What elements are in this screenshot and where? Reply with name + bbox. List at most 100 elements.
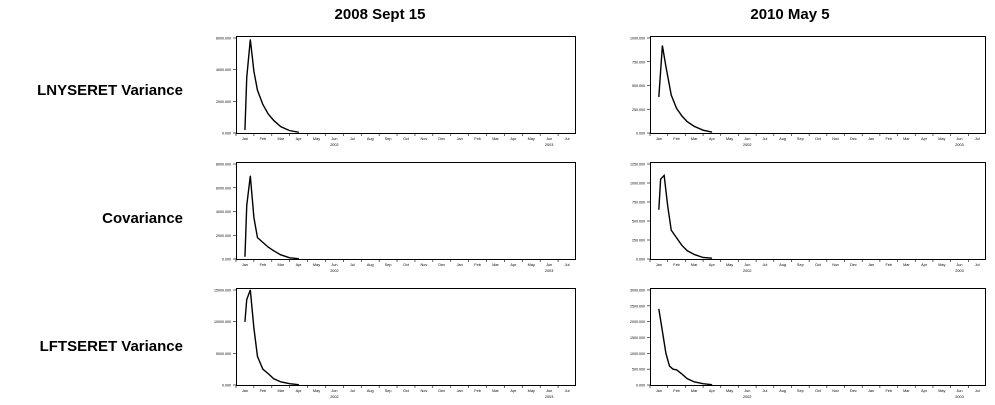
- year-label: 2003: [955, 395, 963, 399]
- y-tick-label: 250.000: [632, 239, 645, 243]
- y-tick-label: 2500.000: [630, 304, 645, 308]
- data-point: [676, 237, 677, 239]
- data-point: [693, 125, 695, 127]
- data-point: [686, 378, 688, 380]
- data-point: [670, 94, 672, 96]
- x-tick-label: Feb: [474, 263, 481, 267]
- x-tick-label: Jul: [350, 389, 355, 393]
- x-tick-label: Jul: [975, 389, 980, 393]
- x-tick-label: Feb: [885, 137, 892, 141]
- x-tick-label: Jun: [744, 137, 750, 141]
- x-tick-label: Oct: [815, 389, 822, 393]
- x-tick-label: Jan: [457, 389, 463, 393]
- data-point: [273, 250, 274, 252]
- x-tick-label: Oct: [815, 137, 822, 141]
- data-point: [681, 373, 683, 375]
- x-tick-label: Apr: [296, 137, 303, 141]
- x-tick-label: Dec: [438, 263, 445, 267]
- data-point: [702, 257, 704, 258]
- year-label: 2003: [545, 395, 553, 399]
- x-tick-label: Dec: [850, 389, 857, 393]
- y-tick-label: 750.000: [632, 201, 645, 205]
- x-tick-label: Jul: [763, 389, 768, 393]
- x-tick-label: Sep: [385, 389, 392, 393]
- x-tick-label: Sep: [797, 137, 804, 141]
- chart-panel-6: 0.000 500.000 1000.000 1500.000 2000.000 2500…: [630, 288, 986, 399]
- y-tick-label: 15000.000: [214, 289, 231, 293]
- x-tick-label: Jan: [868, 137, 874, 141]
- x-tick-label: Nov: [421, 263, 428, 267]
- y-tick-label: 0.000: [222, 258, 231, 262]
- data-point: [249, 289, 251, 291]
- x-tick-label: Apr: [510, 263, 517, 267]
- x-tick-label: May: [938, 389, 945, 393]
- x-tick-label: Mar: [903, 263, 910, 267]
- x-tick-label: Jun: [744, 389, 750, 393]
- y-tick-label: 5000.000: [216, 352, 231, 356]
- x-tick-label: Feb: [474, 389, 481, 393]
- data-point: [257, 89, 258, 91]
- data-point: [280, 126, 282, 128]
- data-point: [267, 113, 269, 115]
- x-tick-label: Sep: [797, 389, 804, 393]
- data-point: [711, 257, 713, 259]
- x-tick-label: Apr: [510, 137, 517, 141]
- x-tick-label: Mar: [492, 389, 499, 393]
- data-point: [280, 254, 282, 256]
- x-tick-label: Feb: [260, 389, 267, 393]
- x-tick-label: Jan: [457, 137, 463, 141]
- y-tick-label: 1000.000: [630, 352, 645, 356]
- x-tick-label: Jul: [975, 137, 980, 141]
- data-point: [280, 381, 282, 383]
- data-point: [253, 70, 255, 72]
- x-tick-label: Jun: [331, 137, 337, 141]
- x-tick-label: Aug: [367, 137, 374, 141]
- x-tick-label: Jun: [546, 389, 552, 393]
- data-point: [686, 250, 688, 252]
- y-tick-label: 1000.000: [630, 182, 645, 186]
- x-tick-label: Feb: [260, 263, 267, 267]
- x-tick-label: May: [528, 137, 535, 141]
- year-label: 2003: [955, 269, 963, 273]
- x-tick-label: Feb: [474, 137, 481, 141]
- data-point: [667, 205, 669, 207]
- x-tick-label: Jan: [868, 389, 874, 393]
- y-tick-label: 2000.000: [630, 320, 645, 324]
- series-line: [244, 175, 299, 260]
- data-point: [669, 365, 670, 367]
- y-tick-label: 500.000: [632, 84, 645, 88]
- chart-panel-4: 0.000 250.000 500.000 750.000 1000.000 1250.0…: [630, 162, 986, 273]
- x-tick-label: Oct: [815, 263, 822, 267]
- x-tick-label: Jan: [242, 263, 248, 267]
- data-point: [663, 175, 665, 176]
- x-tick-label: Apr: [296, 389, 303, 393]
- row-label-1: LNYSERET Variance: [37, 82, 183, 99]
- data-point: [660, 178, 662, 180]
- x-tick-label: Oct: [403, 389, 410, 393]
- x-tick-label: Oct: [403, 137, 410, 141]
- data-point: [267, 246, 269, 248]
- data-point: [246, 299, 248, 300]
- x-tick-label: Aug: [779, 137, 786, 141]
- y-tick-label: 3000.000: [630, 289, 645, 293]
- data-point: [244, 256, 246, 258]
- y-tick-label: 6000.000: [216, 186, 231, 190]
- x-tick-label: Jul: [350, 137, 355, 141]
- x-tick-label: May: [313, 137, 320, 141]
- data-point: [681, 115, 683, 117]
- data-point: [273, 378, 274, 380]
- data-point: [693, 381, 695, 383]
- plot-frame: [236, 288, 576, 386]
- year-label: 2003: [545, 269, 553, 273]
- year-label: 2002: [330, 143, 338, 147]
- chart-panel-1: 0.000 2000.000 4000.000 6000.000 Jan Feb Mar Ap…: [216, 36, 576, 147]
- y-tick-label: 0.000: [636, 384, 645, 388]
- x-tick-label: Jan: [656, 389, 662, 393]
- year-label: 2002: [330, 269, 338, 273]
- x-tick-label: Feb: [673, 137, 680, 141]
- row-label-3: LFTSERET Variance: [39, 338, 183, 355]
- x-tick-label: Mar: [691, 263, 698, 267]
- data-point: [686, 121, 688, 122]
- year-label: 2002: [743, 269, 751, 273]
- data-point: [661, 45, 663, 46]
